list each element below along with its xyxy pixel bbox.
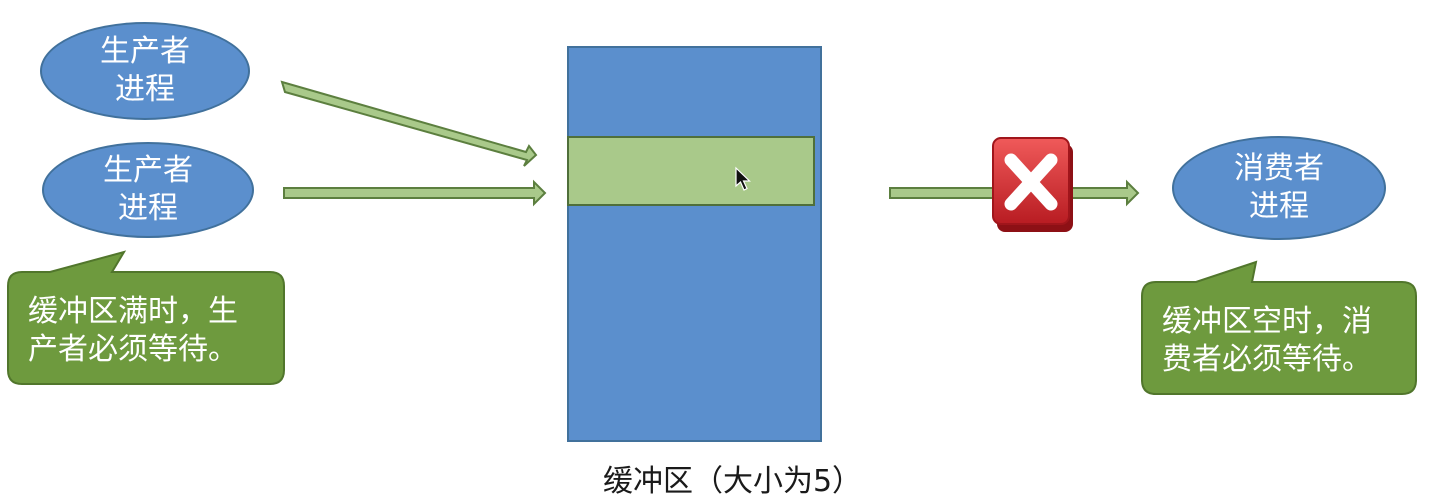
consumer-process: 消费者 进程 <box>1172 136 1386 240</box>
arrow-producer-1-to-buffer <box>280 80 538 167</box>
producer-process-2-label: 生产者 进程 <box>103 153 193 226</box>
callout-consumer-wait-text: 缓冲区空时，消 费者必须等待。 <box>1162 304 1372 377</box>
red-x-icon <box>992 137 1073 232</box>
consumer-process-label: 消费者 进程 <box>1234 151 1324 224</box>
buffer-caption: 缓冲区（大小为5） <box>602 464 863 499</box>
mouse-cursor-icon <box>735 166 751 191</box>
buffer-block <box>567 46 822 442</box>
buffer-filled-slot <box>567 136 815 206</box>
arrow-producer-2-to-buffer <box>283 179 547 207</box>
producer-process-1-label: 生产者 进程 <box>100 34 190 107</box>
producer-process-1: 生产者 进程 <box>40 22 250 120</box>
callout-producer-wait-text: 缓冲区满时，生 产者必须等待。 <box>28 294 238 367</box>
callout-consumer-wait-bubble <box>1141 260 1417 395</box>
producer-process-2: 生产者 进程 <box>42 142 254 238</box>
callout-producer-wait-bubble <box>7 250 285 385</box>
